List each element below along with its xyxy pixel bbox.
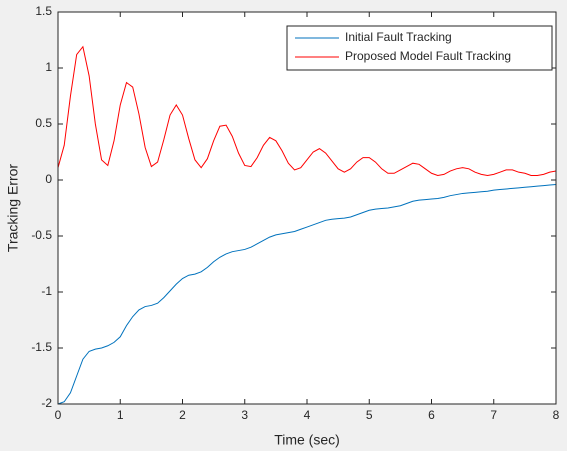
x-tick-label: 3 bbox=[241, 408, 248, 422]
y-tick-label: -2 bbox=[41, 396, 52, 410]
y-tick-label: -1.5 bbox=[31, 340, 52, 354]
legend-label: Initial Fault Tracking bbox=[345, 30, 452, 44]
y-tick-label: 0 bbox=[45, 172, 52, 186]
x-tick-label: 2 bbox=[179, 408, 186, 422]
legend-box bbox=[286, 25, 553, 71]
legend-label: Proposed Model Fault Tracking bbox=[345, 49, 511, 63]
x-tick-label: 8 bbox=[553, 408, 560, 422]
x-tick-label: 5 bbox=[366, 408, 373, 422]
plot-frame bbox=[57, 11, 557, 405]
x-tick-label: 4 bbox=[304, 408, 311, 422]
y-tick-label: 1.5 bbox=[35, 4, 52, 18]
y-tick-label: 1 bbox=[45, 60, 52, 74]
y-tick-label: -1 bbox=[41, 284, 52, 298]
y-tick-label: -0.5 bbox=[31, 228, 52, 242]
plot-area bbox=[58, 12, 556, 404]
series-line bbox=[57, 45, 557, 177]
x-tick-label: 1 bbox=[117, 408, 124, 422]
y-axis-label: Tracking Error bbox=[5, 164, 21, 253]
series-line bbox=[57, 183, 557, 405]
x-tick-label: 0 bbox=[55, 408, 62, 422]
legend: Initial Fault Tracking Proposed Model Fau… bbox=[286, 25, 553, 71]
x-tick-label: 6 bbox=[428, 408, 435, 422]
x-tick-label: 7 bbox=[490, 408, 497, 422]
x-axis-label: Time (sec) bbox=[274, 432, 340, 448]
y-tick-label: 0.5 bbox=[35, 116, 52, 130]
